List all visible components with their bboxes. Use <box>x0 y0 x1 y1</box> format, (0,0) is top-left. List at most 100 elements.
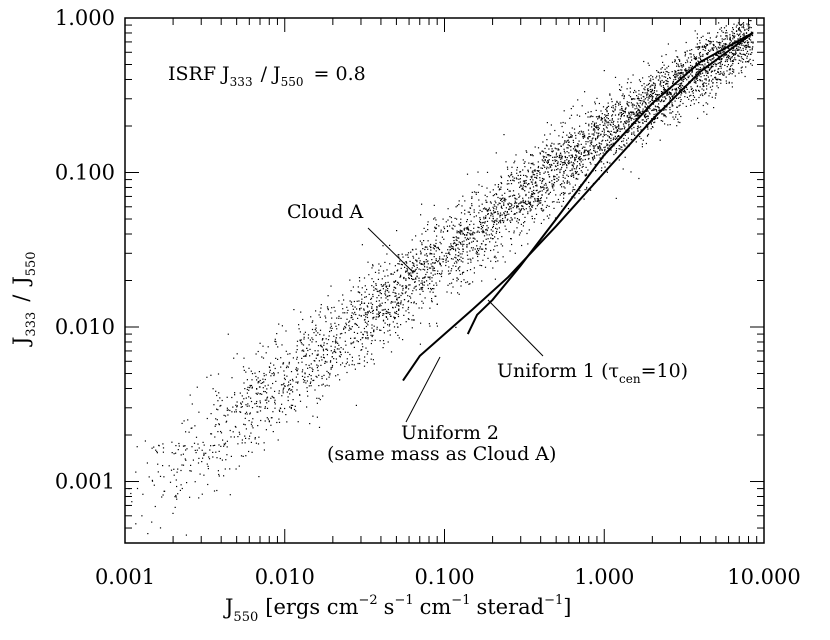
scatter-point <box>499 220 501 222</box>
scatter-point <box>750 31 752 33</box>
scatter-point <box>638 114 640 116</box>
scatter-point <box>210 445 212 447</box>
scatter-point <box>720 52 722 54</box>
scatter-point <box>172 512 174 514</box>
scatter-point <box>663 76 665 78</box>
scatter-point <box>179 489 181 491</box>
scatter-point <box>614 109 616 111</box>
scatter-point <box>464 213 466 215</box>
scatter-point <box>637 130 639 132</box>
scatter-point <box>703 75 705 77</box>
scatter-point <box>336 348 338 350</box>
scatter-point <box>381 285 383 287</box>
scatter-point <box>242 366 245 368</box>
scatter-point <box>698 47 701 49</box>
scatter-point <box>647 115 649 118</box>
scatter-point <box>385 316 387 318</box>
scatter-point <box>668 94 670 96</box>
scatter-point <box>585 149 587 151</box>
scatter-point <box>623 128 625 130</box>
scatter-point <box>646 96 648 99</box>
scatter-point <box>405 287 407 289</box>
scatter-point <box>681 79 683 81</box>
scatter-point <box>748 37 750 39</box>
scatter-point <box>532 170 534 172</box>
scatter-point <box>677 77 680 79</box>
scatter-point <box>366 305 368 307</box>
scatter-point <box>345 324 348 326</box>
scatter-point <box>592 115 594 118</box>
scatter-point <box>599 149 601 151</box>
scatter-point <box>527 211 529 213</box>
scatter-point <box>455 236 457 238</box>
scatter-point <box>292 399 294 401</box>
scatter-point <box>469 283 471 285</box>
scatter-point <box>575 154 577 156</box>
scatter-point <box>562 164 564 166</box>
scatter-point <box>655 106 657 108</box>
scatter-point <box>462 257 464 259</box>
scatter-point <box>151 479 153 481</box>
scatter-point <box>394 318 396 320</box>
scatter-point <box>382 285 384 287</box>
scatter-point <box>696 71 698 73</box>
scatter-point <box>519 232 521 234</box>
scatter-point <box>306 406 308 408</box>
scatter-point <box>534 170 536 172</box>
scatter-point <box>546 215 548 217</box>
scatter-point <box>476 253 478 255</box>
scatter-point <box>511 204 513 206</box>
scatter-point <box>283 382 285 385</box>
scatter-point <box>684 53 687 55</box>
scatter-point <box>653 108 655 110</box>
scatter-point <box>301 371 303 373</box>
scatter-point <box>413 287 415 289</box>
scatter-point <box>195 436 198 438</box>
scatter-point <box>624 134 626 136</box>
scatter-point <box>726 36 728 38</box>
scatter-point <box>567 175 569 177</box>
scatter-point <box>557 143 559 145</box>
scatter-point <box>273 374 275 377</box>
scatter-point <box>378 315 380 318</box>
x-tick-label: 0.010 <box>255 565 315 589</box>
scatter-point <box>618 124 620 127</box>
scatter-point <box>560 152 562 154</box>
scatter-point <box>189 496 191 498</box>
scatter-point <box>691 49 693 51</box>
scatter-point <box>295 351 297 353</box>
scatter-point <box>382 320 385 322</box>
scatter-point <box>485 215 487 217</box>
scatter-point <box>207 465 209 467</box>
scatter-point <box>250 423 252 425</box>
scatter-point <box>716 41 718 43</box>
scatter-point <box>452 265 454 267</box>
scatter-point <box>453 236 455 239</box>
scatter-point <box>354 337 356 339</box>
scatter-point <box>599 153 602 155</box>
scatter-point <box>579 115 581 117</box>
scatter-point <box>323 357 325 359</box>
scatter-point <box>355 404 357 406</box>
scatter-point <box>644 92 646 94</box>
scatter-point <box>428 267 430 269</box>
scatter-point <box>342 348 344 350</box>
scatter-point <box>206 376 208 378</box>
scatter-point <box>563 142 565 145</box>
scatter-point <box>421 244 423 246</box>
scatter-point <box>712 63 714 66</box>
scatter-point <box>273 364 275 366</box>
scatter-point <box>602 106 605 108</box>
scatter-point <box>626 102 628 105</box>
scatter-point <box>612 107 614 109</box>
scatter-point <box>341 303 343 305</box>
scatter-point <box>597 126 599 128</box>
scatter-point <box>305 354 307 357</box>
scatter-point <box>735 49 737 51</box>
scatter-point <box>352 342 354 344</box>
scatter-point <box>711 48 713 50</box>
scatter-point <box>734 75 736 77</box>
scatter-point <box>492 267 494 269</box>
scatter-point <box>699 42 701 44</box>
scatter-point <box>649 91 652 93</box>
